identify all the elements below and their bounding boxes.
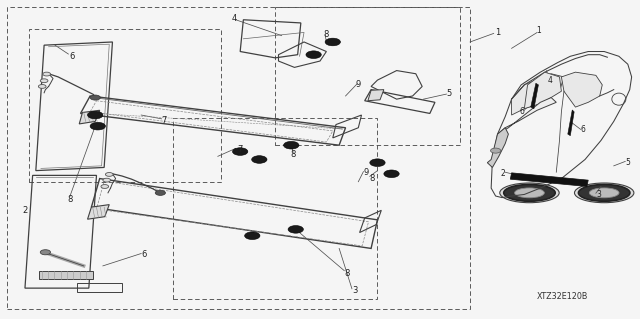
Text: 9: 9 xyxy=(364,168,369,177)
Bar xyxy=(275,7,461,145)
Text: 8: 8 xyxy=(324,31,329,40)
Circle shape xyxy=(90,122,106,130)
Text: 5: 5 xyxy=(625,158,630,167)
Text: 8: 8 xyxy=(291,150,296,159)
Circle shape xyxy=(244,232,260,240)
Circle shape xyxy=(284,141,299,149)
Ellipse shape xyxy=(504,184,556,201)
Circle shape xyxy=(40,79,48,83)
Text: 8: 8 xyxy=(344,269,349,278)
Polygon shape xyxy=(511,74,564,115)
Text: 3: 3 xyxy=(596,190,601,199)
Text: 6: 6 xyxy=(580,125,586,135)
Text: 1: 1 xyxy=(537,26,541,35)
Text: 7: 7 xyxy=(161,116,166,125)
Polygon shape xyxy=(531,83,538,109)
Circle shape xyxy=(306,51,321,58)
Circle shape xyxy=(232,148,248,155)
Ellipse shape xyxy=(515,188,544,198)
Ellipse shape xyxy=(589,188,619,198)
Polygon shape xyxy=(79,110,100,124)
Polygon shape xyxy=(88,204,109,219)
Polygon shape xyxy=(568,110,574,136)
Text: 6: 6 xyxy=(520,108,524,116)
Circle shape xyxy=(103,178,111,182)
Circle shape xyxy=(43,72,51,76)
Text: 2: 2 xyxy=(500,169,505,178)
Text: 3: 3 xyxy=(352,286,357,295)
Polygon shape xyxy=(524,72,561,109)
Text: 8: 8 xyxy=(370,174,375,183)
Ellipse shape xyxy=(579,184,630,201)
Text: 6: 6 xyxy=(70,52,75,61)
Text: 1: 1 xyxy=(495,28,500,37)
Text: 8: 8 xyxy=(67,195,72,204)
Circle shape xyxy=(106,173,113,176)
Bar xyxy=(29,29,221,182)
Circle shape xyxy=(325,38,340,46)
Circle shape xyxy=(384,170,399,178)
Text: 9: 9 xyxy=(356,80,361,89)
Ellipse shape xyxy=(500,183,559,203)
Circle shape xyxy=(288,226,303,233)
Circle shape xyxy=(490,148,500,153)
Text: 5: 5 xyxy=(446,89,452,98)
Text: 7: 7 xyxy=(237,145,243,154)
Text: 4: 4 xyxy=(231,14,236,23)
Circle shape xyxy=(88,111,103,119)
Polygon shape xyxy=(39,271,93,278)
Circle shape xyxy=(370,159,385,167)
Circle shape xyxy=(156,190,166,196)
Bar xyxy=(173,118,378,299)
Circle shape xyxy=(101,185,109,189)
Text: 4: 4 xyxy=(547,76,552,85)
Text: XTZ32E120B: XTZ32E120B xyxy=(537,292,588,301)
Polygon shape xyxy=(487,128,508,167)
Polygon shape xyxy=(368,90,384,101)
Text: 6: 6 xyxy=(141,250,147,259)
Polygon shape xyxy=(510,173,588,187)
Circle shape xyxy=(252,156,267,163)
Bar xyxy=(7,7,470,309)
Ellipse shape xyxy=(575,183,634,203)
Circle shape xyxy=(38,85,46,88)
Text: 2: 2 xyxy=(22,206,28,215)
Polygon shape xyxy=(497,98,556,134)
Polygon shape xyxy=(561,72,602,107)
Circle shape xyxy=(90,95,100,100)
Circle shape xyxy=(40,250,51,255)
